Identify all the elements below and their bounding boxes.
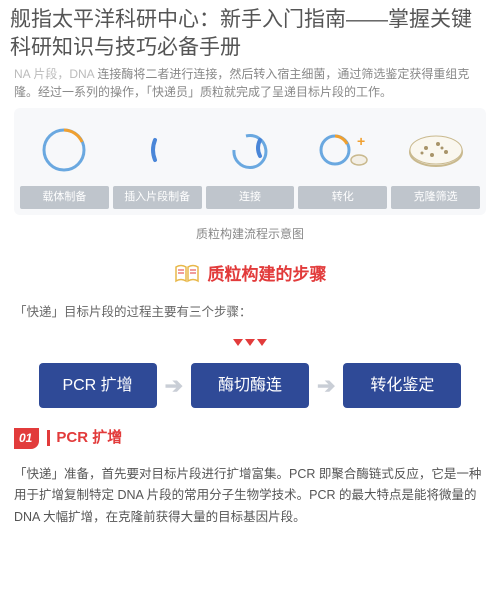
step1-header: 01 PCR 扩增 [0,426,500,456]
step-box-pcr: PCR 扩增 [39,363,157,409]
svg-text:+: + [357,133,365,149]
arrow-icon: ➔ [165,368,183,403]
diagram-cell-transformation: + 转化 [298,118,387,210]
diagram-row: 载体制备 插入片段制备 连接 [20,118,480,210]
transformation-icon: + [298,118,387,182]
diagram-label: 克隆筛选 [391,186,480,210]
petri-dish-icon [391,118,480,182]
steps-intro: 「快递」目标片段的过程主要有三个步骤： [0,302,500,332]
step-box-transform-verify: 转化鉴定 [343,363,461,409]
step-box-digest-ligate: 酶切酶连 [191,363,309,409]
section-header-steps: 质粒构建的步骤 [0,261,500,288]
diagram-cell-vector-prep: 载体制备 [20,118,109,210]
steps-row: PCR 扩增 ➔ 酶切酶连 ➔ 转化鉴定 [0,359,500,427]
intro-faded-text: NA 片段，DNA [14,67,94,81]
book-icon [174,264,200,284]
intro-paragraph: NA 片段，DNA 连接酶将二者进行连接，然后转入宿主细菌，通过筛选鉴定获得重组… [0,65,500,108]
section-title: 质粒构建的步骤 [208,261,327,288]
ligation-icon [206,118,295,182]
step1-label: PCR 扩增 [56,426,122,450]
diagram-caption: 质粒构建流程示意图 [0,225,500,244]
diagram-label: 连接 [206,186,295,210]
diagram-label: 插入片段制备 [113,186,202,210]
diagram-label: 转化 [298,186,387,210]
plasmid-icon [20,118,109,182]
triangle-divider [0,332,500,353]
plasmid-flow-diagram: 载体制备 插入片段制备 连接 [14,108,486,216]
step1-body: 「快递」准备，首先要对目标片段进行扩增富集。PCR 即聚合酶链式反应，它是一种用… [0,456,500,542]
step-number-badge: 01 [14,428,39,449]
diagram-cell-screening: 克隆筛选 [391,118,480,210]
diagram-cell-ligation: 连接 [206,118,295,210]
red-bar-icon [47,430,50,446]
diagram-cell-insert-prep: 插入片段制备 [113,118,202,210]
arrow-icon: ➔ [317,368,335,403]
diagram-label: 载体制备 [20,186,109,210]
fragment-icon [113,118,202,182]
page-title: 舰指太平洋科研中心：新手入门指南——掌握关键科研知识与技巧必备手册 [0,0,500,65]
